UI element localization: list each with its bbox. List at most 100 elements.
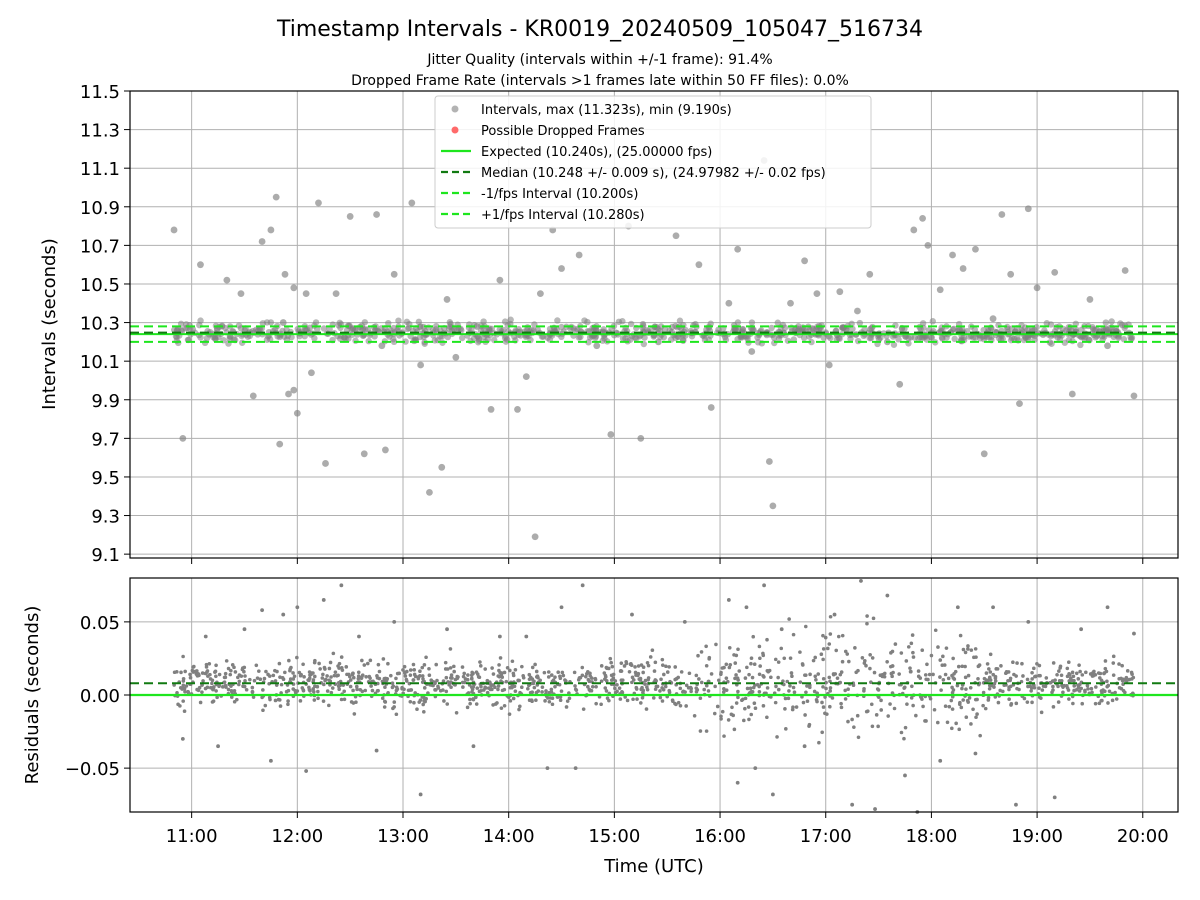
residual-point [715, 704, 720, 709]
residual-point [1077, 663, 1081, 667]
residual-point [1033, 674, 1037, 679]
residual-point [744, 605, 749, 610]
residual-point [336, 673, 340, 678]
interval-point [290, 386, 298, 394]
residual-point [1072, 684, 1077, 688]
residual-point [963, 664, 967, 669]
residual-point [510, 685, 514, 690]
residual-point [1067, 671, 1071, 676]
residual-point [1008, 684, 1013, 689]
residual-point [749, 712, 754, 717]
residual-point [706, 689, 711, 693]
residual-point [631, 697, 635, 702]
residual-point [862, 661, 867, 665]
residual-point [367, 674, 372, 679]
residual-point [273, 668, 277, 673]
residual-point [821, 633, 825, 638]
residual-point [722, 665, 726, 670]
residual-point [779, 646, 784, 651]
residual-point [490, 666, 494, 670]
residual-point [201, 679, 205, 683]
interval-point [402, 338, 409, 345]
residual-point [925, 662, 929, 667]
residual-point [959, 705, 964, 710]
interval-point [259, 320, 267, 327]
residual-point [1051, 661, 1056, 665]
residual-point [971, 707, 975, 712]
residual-point [561, 673, 566, 678]
residual-point [205, 685, 210, 690]
residual-point [1029, 686, 1034, 690]
interval-point [1104, 342, 1111, 350]
residual-point [524, 634, 529, 639]
residual-point [773, 700, 778, 705]
residual-point [641, 665, 646, 669]
residual-point [599, 679, 604, 683]
residual-point [267, 695, 272, 700]
residual-point [408, 673, 413, 677]
residual-point [471, 697, 475, 701]
residual-point [943, 704, 948, 709]
residual-point [233, 670, 238, 674]
residual-point [719, 670, 723, 675]
residual-point [237, 673, 242, 677]
residual-point [853, 646, 857, 650]
residual-point [383, 685, 387, 690]
legend-marker [451, 105, 459, 113]
residual-point [944, 646, 949, 650]
residual-point [214, 663, 218, 668]
residual-point [590, 684, 595, 689]
interval-point [285, 390, 292, 398]
residual-point [496, 687, 500, 692]
residual-point [430, 679, 434, 683]
residual-point [362, 663, 367, 667]
residual-point [331, 651, 336, 656]
interval-point [531, 533, 539, 541]
residual-point [278, 704, 283, 708]
residual-point [875, 687, 880, 691]
residual-point [298, 699, 303, 703]
residual-point [521, 675, 526, 680]
residual-point [839, 705, 844, 710]
residual-point [251, 695, 256, 699]
residual-point [548, 696, 552, 700]
residual-point [758, 656, 762, 661]
intervals-y-tick-label: 9.5 [91, 468, 120, 489]
interval-point [586, 334, 594, 341]
residual-point [698, 696, 703, 701]
interval-point [341, 334, 348, 341]
residual-point [889, 671, 894, 676]
residual-point [880, 674, 885, 679]
residual-point [271, 673, 276, 678]
residual-point [540, 685, 545, 689]
residual-point [1014, 674, 1018, 678]
residual-point [996, 700, 1001, 705]
residual-point [516, 678, 521, 683]
interval-point [980, 450, 988, 458]
residual-point [825, 712, 829, 716]
residual-point [1072, 688, 1076, 693]
residual-point [814, 677, 818, 682]
interval-point [179, 434, 187, 442]
residual-point [456, 675, 460, 679]
residual-point [821, 676, 826, 681]
residual-point [518, 690, 522, 695]
residual-point [321, 598, 326, 602]
interval-point [765, 458, 773, 465]
residual-point [479, 688, 483, 693]
residual-point [445, 702, 450, 706]
residual-point [942, 663, 947, 667]
residual-point [264, 669, 268, 674]
residual-point [987, 667, 991, 671]
residual-point [330, 686, 335, 690]
residual-point [573, 766, 578, 771]
residual-point [450, 676, 454, 680]
interval-point [223, 276, 231, 284]
residual-point [872, 670, 877, 675]
residual-point [746, 705, 751, 709]
residual-point [1084, 670, 1088, 675]
interval-point [672, 232, 680, 240]
residual-point [210, 678, 215, 683]
residual-point [182, 709, 187, 713]
residual-point [765, 637, 769, 642]
